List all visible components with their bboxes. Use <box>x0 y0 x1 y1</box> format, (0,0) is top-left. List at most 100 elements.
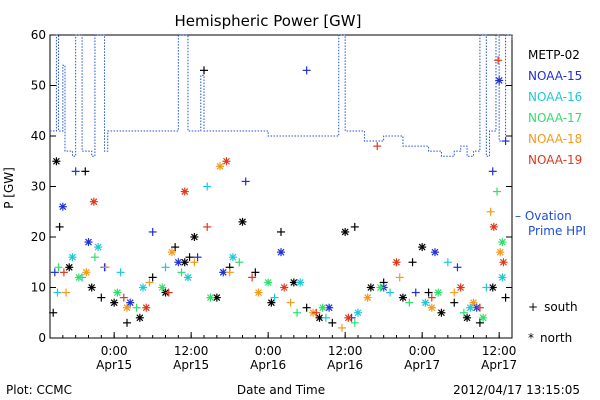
y-tick-label: 50 <box>31 79 46 93</box>
plot-timestamp: 2012/04/17 13:15:05 <box>453 383 580 397</box>
north-point <box>216 162 225 171</box>
plot-credit: Plot: CCMC <box>6 383 72 397</box>
plot-axes: 01020304050600:00Apr1512:00Apr150:00Apr1… <box>31 28 517 372</box>
north-point <box>479 313 488 322</box>
south-point <box>59 268 68 277</box>
south-point <box>302 66 311 75</box>
y-tick-label: 10 <box>31 281 46 295</box>
y-tick-label: 20 <box>31 230 46 244</box>
north-point <box>206 293 215 302</box>
south-point <box>203 222 212 231</box>
legend-item: NOAA-17 <box>528 111 582 125</box>
south-point <box>62 288 71 297</box>
south-point <box>350 318 359 327</box>
south-point <box>411 288 420 297</box>
south-point <box>494 56 503 65</box>
south-point <box>119 293 128 302</box>
south-point <box>164 288 173 297</box>
south-point <box>203 182 212 191</box>
y-tick-label: 60 <box>31 28 46 42</box>
south-point <box>55 222 64 231</box>
x-tick-label-time: 12:00 <box>174 344 209 358</box>
x-tick-label-date: Apr17 <box>404 358 440 372</box>
north-point <box>431 248 439 257</box>
south-point <box>148 227 157 236</box>
south-point <box>453 263 462 272</box>
south-point <box>241 177 250 186</box>
north-point <box>366 283 375 292</box>
x-tick-label-time: 0:00 <box>255 344 282 358</box>
north-point <box>354 308 362 317</box>
north-point <box>363 293 372 302</box>
north-point <box>222 157 231 166</box>
south-point <box>312 308 321 317</box>
south-point <box>501 293 510 302</box>
south-point <box>373 142 382 151</box>
ovation-prime-hpi-line <box>50 34 513 157</box>
south-point <box>270 293 279 302</box>
south-point <box>54 263 63 272</box>
north-point <box>495 76 504 85</box>
north-point <box>392 258 401 267</box>
north-point <box>499 258 508 267</box>
north-point <box>434 288 443 297</box>
north-point <box>398 293 407 302</box>
south-point <box>475 303 484 312</box>
marker-legend-item: + south <box>528 300 578 314</box>
north-point <box>123 303 131 312</box>
x-tick-label-date: Apr15 <box>173 358 209 372</box>
south-point <box>386 288 395 297</box>
x-tick-label-date: Apr16 <box>327 358 363 372</box>
south-point <box>286 298 295 307</box>
north-point <box>341 227 350 236</box>
legend: METP-02 NOAA-15 NOAA-16 NOAA-17 NOAA-18 NOAA-… <box>515 48 586 345</box>
north-point <box>158 283 167 292</box>
south-point <box>90 253 99 262</box>
marker-legend-item: * north <box>528 331 572 345</box>
north-point <box>89 197 98 206</box>
south-point <box>405 298 414 307</box>
north-point <box>344 313 353 322</box>
south-point <box>424 288 433 297</box>
south-point <box>459 308 468 317</box>
south-point <box>408 258 417 267</box>
south-point <box>193 253 202 262</box>
south-point <box>132 303 141 312</box>
legend-ovation-line2: Prime HPI <box>528 224 586 238</box>
north-point <box>489 222 498 231</box>
south-point <box>501 137 510 146</box>
south-point <box>337 323 346 332</box>
x-tick-label-date: Apr16 <box>250 358 286 372</box>
north-point <box>94 243 103 252</box>
south-point <box>123 318 131 327</box>
south-point <box>49 308 58 317</box>
south-point <box>116 268 125 277</box>
south-point <box>200 66 208 75</box>
north-point <box>68 253 77 262</box>
north-point <box>190 233 199 241</box>
x-tick-label-time: 12:00 <box>328 344 363 358</box>
south-point <box>50 268 59 277</box>
south-point <box>235 258 244 267</box>
north-point <box>110 298 119 307</box>
south-point <box>148 273 157 282</box>
north-point <box>418 243 427 252</box>
x-tick-label-date: Apr17 <box>481 358 517 372</box>
north-point <box>376 283 385 292</box>
north-point <box>277 248 285 257</box>
legend-item: NOAA-15 <box>528 69 582 83</box>
north-point <box>74 273 83 282</box>
north-point <box>174 258 183 267</box>
south-point <box>493 187 502 196</box>
x-axis-label: Date and Time <box>237 383 325 397</box>
north-point <box>180 187 189 196</box>
north-point <box>142 303 151 312</box>
south-point <box>190 258 199 267</box>
x-tick-label-time: 0:00 <box>409 344 436 358</box>
y-tick-label: 0 <box>38 331 46 345</box>
south-point <box>277 227 285 236</box>
north-point <box>183 273 192 282</box>
north-point <box>87 283 96 292</box>
south-point <box>101 263 110 272</box>
